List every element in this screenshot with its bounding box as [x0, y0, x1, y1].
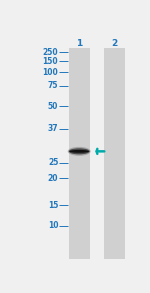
Text: 1: 1 [76, 39, 82, 48]
Ellipse shape [69, 150, 89, 153]
Text: 20: 20 [48, 174, 58, 183]
Text: 15: 15 [48, 201, 58, 210]
Text: 2: 2 [111, 39, 117, 48]
Text: 50: 50 [48, 102, 58, 111]
Bar [104, 47, 124, 258]
Ellipse shape [69, 148, 90, 154]
Text: 75: 75 [48, 81, 58, 91]
Text: 10: 10 [48, 221, 58, 230]
Bar [69, 47, 90, 258]
Text: 150: 150 [43, 57, 58, 66]
Text: 37: 37 [48, 124, 58, 133]
Text: 100: 100 [43, 68, 58, 77]
Text: 250: 250 [43, 47, 58, 57]
Ellipse shape [68, 147, 91, 156]
Text: 25: 25 [48, 158, 58, 167]
